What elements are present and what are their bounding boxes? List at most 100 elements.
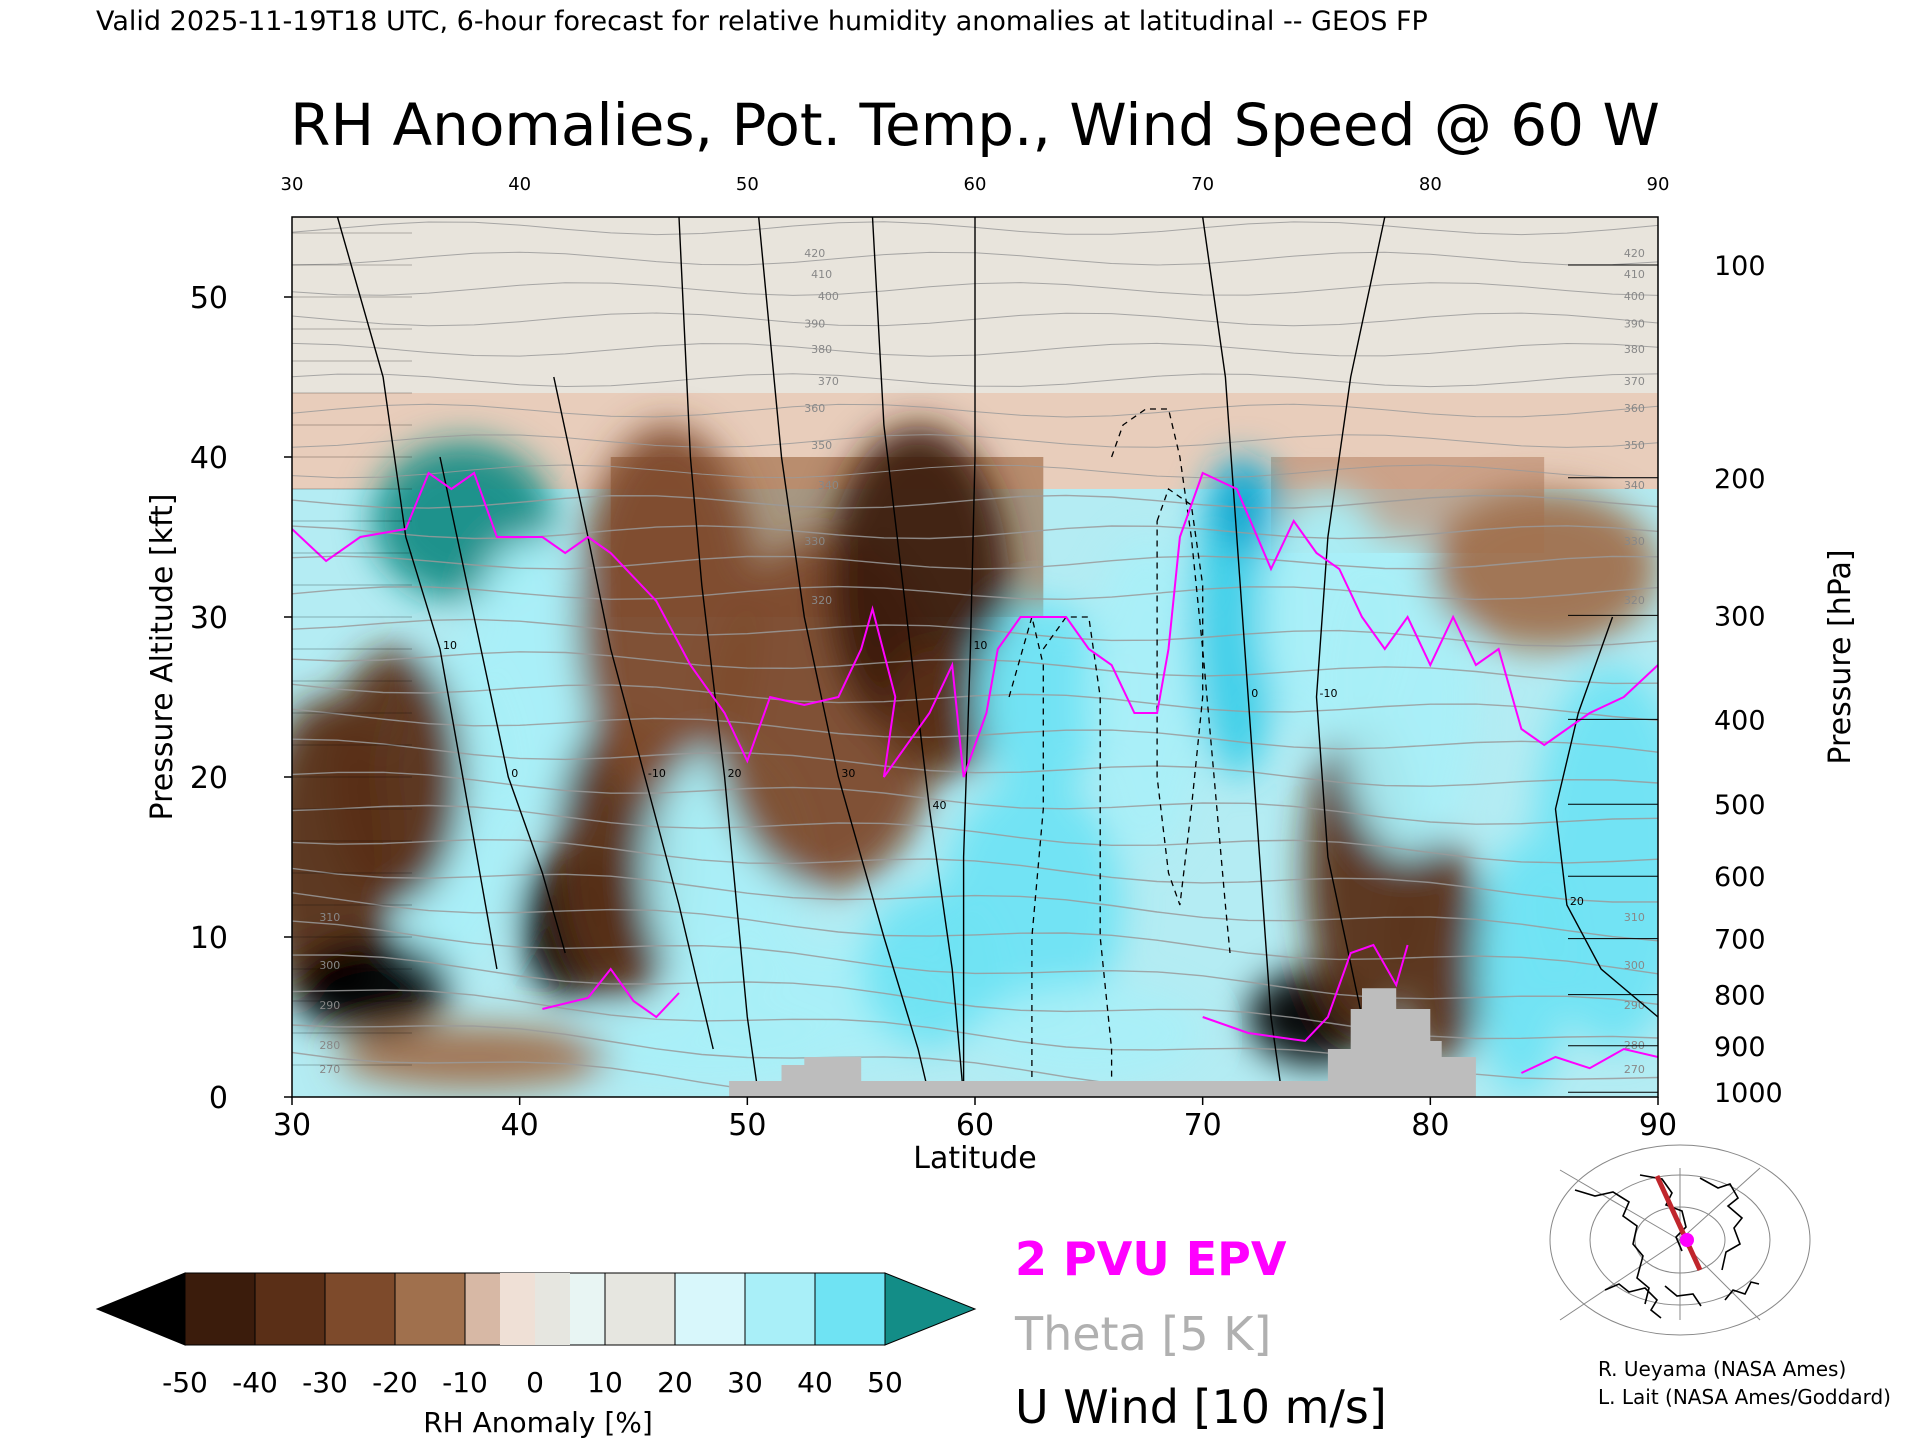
y-tick-label: 30 bbox=[190, 601, 228, 636]
wind-label: 10 bbox=[973, 639, 987, 652]
colorbar-label: RH Anomaly [%] bbox=[423, 1406, 653, 1439]
theta-label: 280 bbox=[319, 1039, 340, 1052]
theta-line bbox=[292, 494, 1658, 509]
colorbar-segment bbox=[674, 1272, 746, 1346]
wind-contour bbox=[758, 217, 931, 1097]
anomaly-cell bbox=[1430, 489, 1658, 649]
theta-line bbox=[292, 683, 1658, 721]
theta-label-right: 390 bbox=[1624, 317, 1645, 330]
colorbar-right-arrow bbox=[884, 1272, 977, 1346]
colorbar-segment bbox=[254, 1272, 326, 1346]
colorbar-left-arrow bbox=[95, 1272, 186, 1346]
terrain bbox=[729, 988, 1476, 1097]
anomaly-cell bbox=[292, 937, 452, 1033]
pressure-tick-label: 1000 bbox=[1714, 1078, 1783, 1109]
y-axis-left-label: Pressure Altitude [kft] bbox=[145, 494, 180, 821]
colorbar-segment-fade bbox=[500, 1273, 535, 1345]
theta-line bbox=[292, 892, 1658, 975]
x-tick-label: 60 bbox=[956, 1108, 994, 1143]
theta-line bbox=[292, 651, 1658, 685]
y-tick-label: 10 bbox=[190, 921, 228, 956]
wind-contour bbox=[1202, 217, 1283, 1097]
theta-label-right: 360 bbox=[1624, 402, 1645, 415]
wind-label: 40 bbox=[932, 799, 946, 812]
pressure-tick-label: 400 bbox=[1714, 705, 1766, 736]
theta-label: 370 bbox=[818, 375, 839, 388]
theta-label-right: 350 bbox=[1624, 439, 1645, 452]
anomaly-cell bbox=[975, 985, 1203, 1081]
theta-line bbox=[292, 618, 1658, 647]
theta-label-right: 300 bbox=[1624, 959, 1645, 972]
x-axis-top: 30 40 50 60 70 80 90 bbox=[281, 174, 1670, 195]
pressure-tick-label: 200 bbox=[1714, 464, 1766, 495]
theta-label-right: 330 bbox=[1624, 535, 1645, 548]
colorbar-tick-label: -50 bbox=[162, 1366, 208, 1399]
wind-label: -10 bbox=[648, 767, 666, 780]
wind-contour-negative bbox=[1110, 408, 1231, 954]
epv-contour bbox=[292, 471, 1658, 1074]
wind-label: 20 bbox=[1570, 895, 1584, 908]
theta-line bbox=[292, 738, 1658, 787]
legend-wind: U Wind [10 m/s] bbox=[1015, 1380, 1387, 1434]
x-top-tick-label: 60 bbox=[964, 174, 987, 195]
anomaly-cell bbox=[337, 1025, 611, 1089]
cross-section-track bbox=[1654, 1174, 1703, 1272]
theta-line bbox=[292, 771, 1658, 825]
colorbar-segment-neutral bbox=[535, 1273, 570, 1345]
theta-label: 380 bbox=[811, 343, 832, 356]
theta-label: 300 bbox=[319, 959, 340, 972]
pressure-tick-label: 700 bbox=[1714, 925, 1766, 956]
colorbar-segment bbox=[394, 1272, 466, 1346]
wind-contour bbox=[962, 217, 976, 1097]
y-axis-right: 100 200 300 400 500 600 700 800 900 1000 bbox=[1568, 251, 1783, 1109]
theta-label: 270 bbox=[319, 1063, 340, 1076]
wind-contour-negative bbox=[1156, 487, 1204, 906]
anomaly-cell bbox=[1088, 537, 1203, 857]
locator-map bbox=[1549, 1144, 1811, 1336]
theta-label: 390 bbox=[804, 317, 825, 330]
anomaly-cell bbox=[940, 777, 1123, 1033]
epv-polar-loop bbox=[1520, 1047, 1658, 1074]
x-tick-label: 80 bbox=[1411, 1108, 1449, 1143]
theta-label: 410 bbox=[811, 268, 832, 281]
theta-label-right: 340 bbox=[1624, 479, 1645, 492]
colorbar-segment bbox=[184, 1272, 256, 1346]
x-axis-bottom: 30 40 50 60 70 80 90 bbox=[273, 1097, 1677, 1143]
validity-caption: Valid 2025-11-19T18 UTC, 6-hour forecast… bbox=[96, 6, 1428, 37]
wind-contour bbox=[336, 217, 498, 970]
y-axis-right-label: Pressure [hPa] bbox=[1823, 549, 1858, 764]
credit-line-1: R. Ueyama (NASA Ames) bbox=[1598, 1357, 1846, 1381]
colorbar-tick-label: 50 bbox=[867, 1366, 903, 1399]
theta-label: 350 bbox=[811, 439, 832, 452]
wind-contour bbox=[1554, 616, 1658, 1018]
epv-low-loop bbox=[542, 967, 680, 1019]
pressure-tick-label: 100 bbox=[1714, 251, 1766, 282]
x-top-tick-label: 40 bbox=[508, 174, 531, 195]
anomaly-cell bbox=[1339, 537, 1476, 857]
theta-label: 360 bbox=[804, 402, 825, 415]
x-axis-label: Latitude bbox=[913, 1141, 1036, 1176]
theta-label: 290 bbox=[319, 999, 340, 1012]
pressure-tick-label: 500 bbox=[1714, 790, 1766, 821]
wind-label: 30 bbox=[841, 767, 855, 780]
colorbar-segment bbox=[814, 1272, 886, 1346]
theta-label-right: 270 bbox=[1624, 1063, 1645, 1076]
theta-label: 320 bbox=[811, 594, 832, 607]
pressure-tick-label: 600 bbox=[1714, 862, 1766, 893]
theta-line bbox=[292, 708, 1658, 753]
colorbar-tick-label: -30 bbox=[302, 1366, 348, 1399]
credit-line-2: L. Lait (NASA Ames/Goddard) bbox=[1598, 1385, 1891, 1409]
theta-label-right: 400 bbox=[1624, 290, 1645, 303]
terrain-polygon bbox=[729, 988, 1476, 1097]
theta-label: 420 bbox=[804, 247, 825, 260]
colorbar-tick-label: 30 bbox=[727, 1366, 763, 1399]
x-tick-label: 90 bbox=[1639, 1108, 1677, 1143]
theta-label-right: 420 bbox=[1624, 247, 1645, 260]
x-top-tick-label: 50 bbox=[736, 174, 759, 195]
legend-theta: Theta [5 K] bbox=[1014, 1307, 1271, 1361]
colorbar-tick-label: -10 bbox=[442, 1366, 488, 1399]
wind-contour-negative bbox=[1042, 616, 1113, 1097]
anomaly-cell bbox=[565, 1009, 839, 1089]
